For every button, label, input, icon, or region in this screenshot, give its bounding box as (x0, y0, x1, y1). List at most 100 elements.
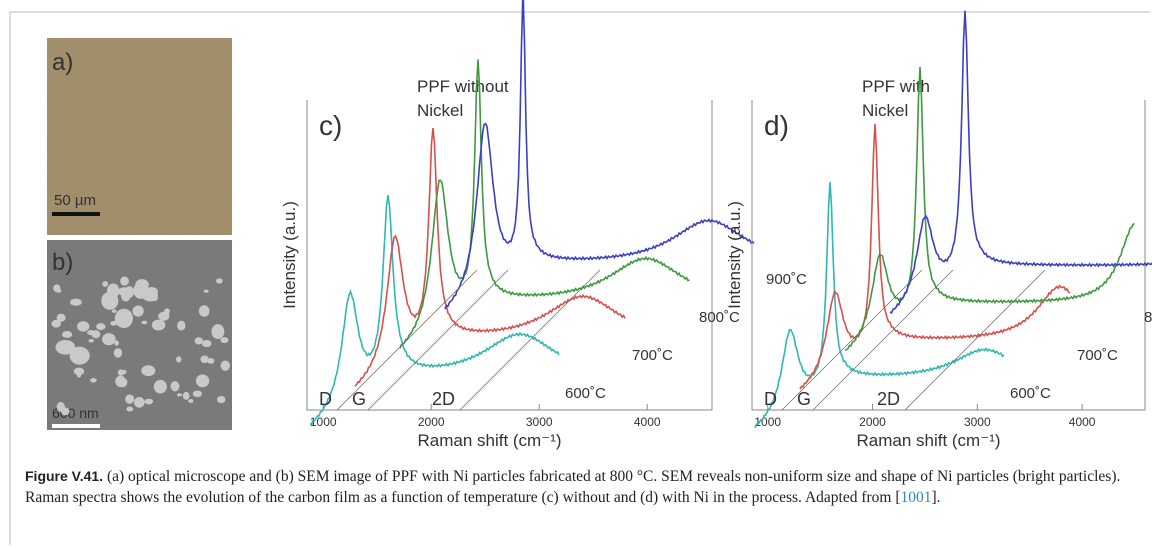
particle (133, 397, 145, 408)
scale-bar-label: 50 µm (54, 192, 96, 209)
particle (203, 289, 209, 293)
band-label: 2D (877, 389, 900, 409)
particle (207, 357, 215, 364)
spectrum (799, 123, 1071, 390)
band-guide (812, 269, 954, 411)
particle (61, 407, 70, 416)
particle (96, 323, 106, 331)
panel-label: b) (52, 249, 73, 276)
particle (220, 337, 229, 344)
particle (145, 286, 158, 296)
spectrum (444, 0, 755, 310)
band-label: G (797, 389, 811, 409)
band-label: D (319, 389, 332, 409)
sem-image: b) 600 nm (47, 240, 232, 430)
particle (195, 374, 210, 388)
panel-label: c) (319, 110, 342, 141)
particle (144, 398, 154, 405)
spectrum (399, 59, 690, 349)
caption: Figure V.41. (a) optical microscope and … (25, 466, 1135, 508)
particle (176, 393, 183, 397)
band-guide (459, 269, 601, 411)
particle (51, 319, 61, 328)
particle (188, 399, 194, 403)
particle (114, 308, 133, 329)
band-guide (336, 269, 478, 411)
particle (87, 330, 96, 336)
temperature-label: 900˚C (766, 271, 807, 288)
particle (151, 294, 158, 302)
temperature-label: 700˚C (632, 347, 673, 364)
particle (113, 348, 123, 358)
particle (61, 331, 73, 338)
spectrum (889, 10, 1152, 315)
particle (176, 356, 182, 363)
spectrum (354, 128, 626, 387)
particle (120, 276, 129, 286)
x-tick-label: 2000 (418, 415, 445, 429)
x-axis-label: Raman shift (cm⁻¹) (417, 431, 561, 450)
optical-image: a) 50 µm (47, 38, 232, 235)
y-axis-label: Intensity (a.u.) (280, 201, 299, 309)
x-tick-label: 4000 (1069, 415, 1096, 429)
band-guide (904, 269, 1046, 411)
particle (53, 284, 61, 292)
axes-frame (751, 100, 1146, 411)
particle (102, 281, 109, 287)
particle (141, 365, 156, 377)
particle (111, 309, 117, 313)
x-axis-label: Raman shift (cm⁻¹) (856, 431, 1000, 450)
particle (125, 394, 135, 404)
particle (110, 320, 118, 326)
panel-label: d) (764, 110, 789, 141)
plot-title: PPF without (417, 77, 509, 96)
particle (88, 339, 94, 343)
particle (117, 369, 124, 376)
particle (107, 283, 120, 298)
particle (56, 313, 66, 322)
particle (216, 278, 223, 284)
particle (164, 308, 170, 315)
caption-text: ]. (931, 489, 941, 506)
particle (69, 346, 90, 365)
x-tick-label: 1000 (310, 415, 337, 429)
particle (90, 378, 97, 383)
spectrum (309, 195, 560, 426)
particle (132, 305, 144, 317)
particle (115, 375, 126, 387)
x-tick-label: 3000 (964, 415, 991, 429)
band-guide (781, 269, 923, 411)
temperature-label: 800˚C (699, 309, 740, 326)
particle (220, 360, 230, 371)
particle (114, 340, 119, 346)
particle (216, 395, 226, 404)
temperature-label: 600˚C (1010, 385, 1051, 402)
particle (135, 279, 149, 291)
particle (55, 339, 76, 355)
temperature-label: 600˚C (565, 385, 606, 402)
spectrum (754, 182, 1005, 429)
panel-label: a) (52, 49, 73, 76)
x-tick-label: 1000 (754, 415, 781, 429)
band-label: D (764, 389, 777, 409)
particle (126, 406, 134, 412)
band-guide (367, 269, 509, 411)
particle (153, 379, 167, 394)
particle (141, 320, 148, 325)
temperature-label: 700˚C (1077, 347, 1118, 364)
caption-label: Figure V.41. (25, 468, 104, 484)
particle (211, 324, 225, 340)
axes-frame (306, 100, 713, 411)
particle (182, 391, 190, 400)
particle (177, 320, 186, 331)
plot-title: PPF with (862, 77, 930, 96)
particle (170, 381, 180, 392)
y-axis-label: Intensity (a.u.) (725, 201, 744, 309)
plot-title: Nickel (417, 101, 463, 120)
citation[interactable]: 1001 (900, 489, 932, 506)
particle (151, 319, 166, 331)
caption-text: (a) optical microscope and (b) SEM image… (25, 468, 1121, 506)
x-tick-label: 3000 (526, 415, 553, 429)
